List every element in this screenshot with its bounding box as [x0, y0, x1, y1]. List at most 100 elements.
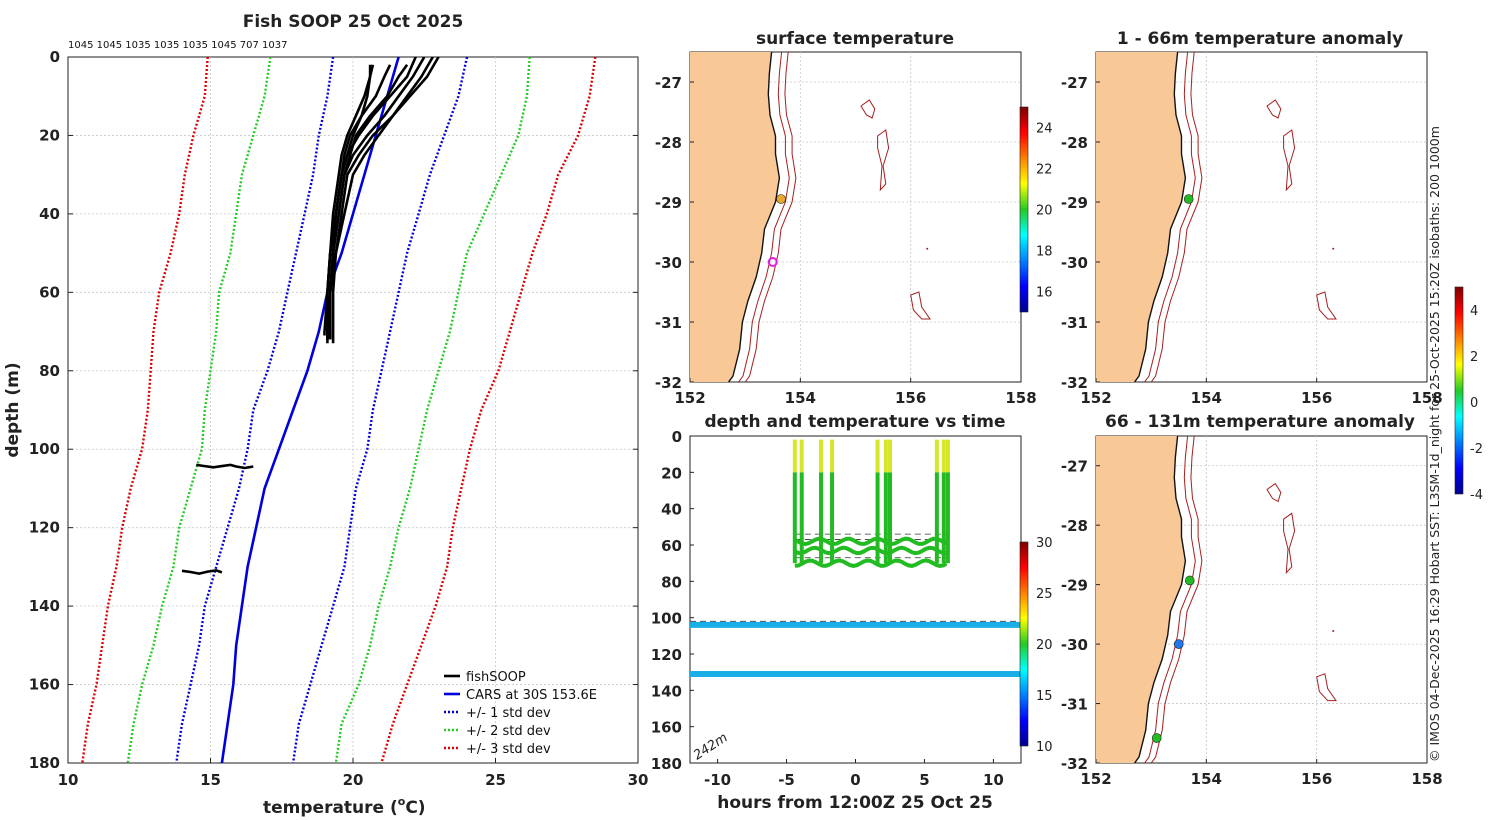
colorbar-tick-label: 24 — [1036, 122, 1053, 137]
map-y-tick-label: -27 — [655, 74, 682, 92]
y-tick-label: 120 — [651, 646, 682, 664]
data-point — [1151, 733, 1162, 743]
std-band-minus2 — [126, 57, 272, 763]
surface-temperature-colorbar — [1019, 106, 1029, 313]
x-tick-label: 30 — [628, 771, 649, 789]
isobath-200m — [738, 52, 790, 382]
std-band-minus3 — [81, 57, 209, 763]
map-x-tick-label: 156 — [1301, 389, 1332, 407]
surface-temperature-map-title: surface temperature — [756, 29, 954, 49]
fishsoop-profile — [328, 64, 372, 340]
colorbar-tick-label: 30 — [1036, 536, 1053, 551]
map-x-tick-label: 156 — [1301, 770, 1332, 788]
map-y-tick-label: -31 — [655, 314, 682, 332]
y-tick-label: 40 — [661, 501, 682, 519]
isobath-200m — [1144, 436, 1196, 763]
x-tick-label: 20 — [343, 771, 364, 789]
y-tick-label: 20 — [39, 126, 60, 144]
land — [1096, 52, 1186, 382]
x-tick-label: 10 — [58, 771, 79, 789]
seamount — [1266, 99, 1282, 119]
seamount — [910, 291, 931, 320]
map-y-tick-label: -30 — [1061, 636, 1088, 654]
x-tick-label: 10 — [983, 771, 1004, 789]
map-x-tick-label: 158 — [1005, 389, 1036, 407]
land — [1096, 436, 1186, 763]
colorbar-tick-label: 20 — [1036, 638, 1053, 653]
data-point — [1173, 639, 1184, 649]
fishsoop-profile — [196, 463, 254, 470]
y-tick-label: 180 — [651, 755, 682, 773]
colorbar-tick-label: 15 — [1036, 689, 1053, 704]
map-y-tick-label: -28 — [1061, 517, 1088, 535]
depth-time-series — [690, 439, 1021, 677]
isobath-1000m — [1150, 436, 1203, 763]
x-tick-label: -5 — [778, 771, 795, 789]
colorbar-tick-label: 2 — [1470, 350, 1478, 365]
profile-chart-subtitle: 1045 1045 1035 1035 1035 1045 707 1037 — [68, 40, 287, 51]
data-point — [1183, 194, 1194, 204]
y-tick-label: 0 — [672, 428, 682, 446]
map-content — [1096, 52, 1427, 382]
depth-time-plot-area — [689, 435, 1022, 764]
y-tick-label: 40 — [39, 205, 60, 223]
profile-chart-xlabel-degree: o — [398, 795, 406, 808]
colorbar-tick-label: 25 — [1036, 587, 1053, 602]
profile-chart-title: Fish SOOP 25 Oct 2025 — [243, 12, 464, 32]
isobath-1000m — [744, 52, 797, 382]
y-tick-label: 80 — [39, 362, 60, 380]
coastline — [1134, 52, 1187, 382]
map-x-tick-label: 158 — [1411, 770, 1442, 788]
depth-time-xlabel: hours from 12:00Z 25 Oct 25 — [717, 793, 993, 813]
profile-chart-series — [81, 57, 597, 763]
seamount — [860, 99, 876, 119]
map-x-tick-label: 152 — [674, 389, 705, 407]
data-point — [776, 194, 786, 204]
map-x-tick-label: 154 — [1191, 389, 1222, 407]
profile-chart-ylabel: depth (m) — [3, 362, 23, 457]
std-band-minus1 — [175, 57, 335, 763]
map-x-tick-label: 154 — [785, 389, 816, 407]
depth-time-chart: depth and temperature vs time -10 -5 0 5 100… — [651, 412, 1053, 813]
x-tick-label: 15 — [200, 771, 221, 789]
std-band-plus2 — [334, 57, 531, 763]
coastline — [1134, 436, 1187, 763]
y-tick-label: 140 — [29, 597, 60, 615]
colorbar-tick-label: -2 — [1470, 442, 1483, 457]
map-y-tick-label: -32 — [655, 374, 682, 392]
depth-time-colorbar — [1019, 541, 1029, 747]
surface-temperature-colorbar-ticks: 16 18 20 22 24 — [1036, 122, 1053, 301]
profile-chart: Fish SOOP 25 Oct 2025 1045 1045 1035 103… — [3, 12, 648, 818]
std-band-plus1 — [291, 57, 469, 763]
y-tick-label: 100 — [651, 610, 682, 628]
y-tick-label: 100 — [29, 440, 60, 458]
depth-time-chart-title: depth and temperature vs time — [705, 412, 1006, 432]
seamount-dot — [926, 247, 929, 250]
shelf-band-line — [794, 558, 948, 568]
map-x-tick-label: 158 — [1411, 389, 1442, 407]
map-y-tick-label: -28 — [655, 134, 682, 152]
seamount — [1266, 482, 1282, 503]
profile-chart-xlabel: temperature (oC) — [263, 795, 426, 818]
x-tick-label: -10 — [704, 771, 731, 789]
colorbar-tick-label: 16 — [1036, 286, 1053, 301]
map-y-tick-label: -27 — [1061, 458, 1088, 476]
anomaly-map-66-131m-title: 66 - 131m temperature anomaly — [1105, 412, 1415, 432]
map-content — [1096, 436, 1427, 763]
legend-label: +/- 3 std dev — [466, 742, 551, 757]
seamount — [1283, 512, 1296, 575]
data-point-ring — [767, 257, 778, 267]
x-tick-label: 25 — [485, 771, 506, 789]
map-y-tick-label: -28 — [1061, 134, 1088, 152]
surface-temperature-map: surface temperature 152 154 156 158 -27 -28 -2… — [655, 29, 1037, 407]
y-tick-label: 80 — [661, 573, 682, 591]
map-y-tick-label: -29 — [1061, 577, 1088, 595]
x-tick-label: 0 — [850, 771, 860, 789]
y-tick-label: 180 — [29, 754, 60, 772]
anomaly-map-66-131m: 66 - 131m temperature anomaly 152 154 156 1… — [1061, 412, 1443, 788]
map-x-tick-label: 154 — [1191, 770, 1222, 788]
anomaly-map-1-66m-title: 1 - 66m temperature anomaly — [1117, 29, 1403, 49]
coastline — [728, 52, 781, 382]
isobath-200m — [1144, 52, 1196, 382]
